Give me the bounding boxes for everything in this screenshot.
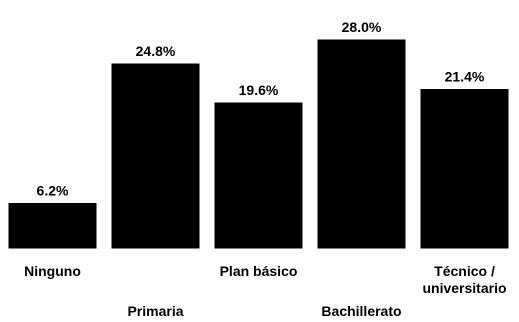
- category-label-ninguno: Ninguno: [24, 263, 81, 279]
- data-label-tecnico-universitario: 21.4%: [445, 69, 485, 85]
- bar-ninguno: [7, 202, 98, 250]
- category-label-bachillerato: Bachillerato: [321, 303, 401, 319]
- data-label-primaria: 24.8%: [136, 43, 176, 59]
- bar-bachillerato: [316, 38, 407, 250]
- data-labels-group: 6.2% 24.8% 19.6% 28.0% 21.4%: [37, 19, 485, 199]
- data-label-plan-basico: 19.6%: [239, 82, 279, 98]
- bar-plan-basico: [213, 101, 304, 250]
- category-labels-group: Ninguno Primaria Plan básico Bachillerato Té…: [24, 263, 506, 319]
- data-label-ninguno: 6.2%: [37, 183, 69, 199]
- category-label-plan-basico: Plan básico: [220, 263, 298, 279]
- category-label-tecnico-universitario: Técnico / universitario: [422, 263, 506, 296]
- bar-primaria: [110, 62, 201, 250]
- bars-group: [7, 38, 510, 250]
- bar-tecnico-universitario: [419, 88, 510, 250]
- data-label-bachillerato: 28.0%: [342, 19, 382, 35]
- category-label-primaria: Primaria: [127, 303, 183, 319]
